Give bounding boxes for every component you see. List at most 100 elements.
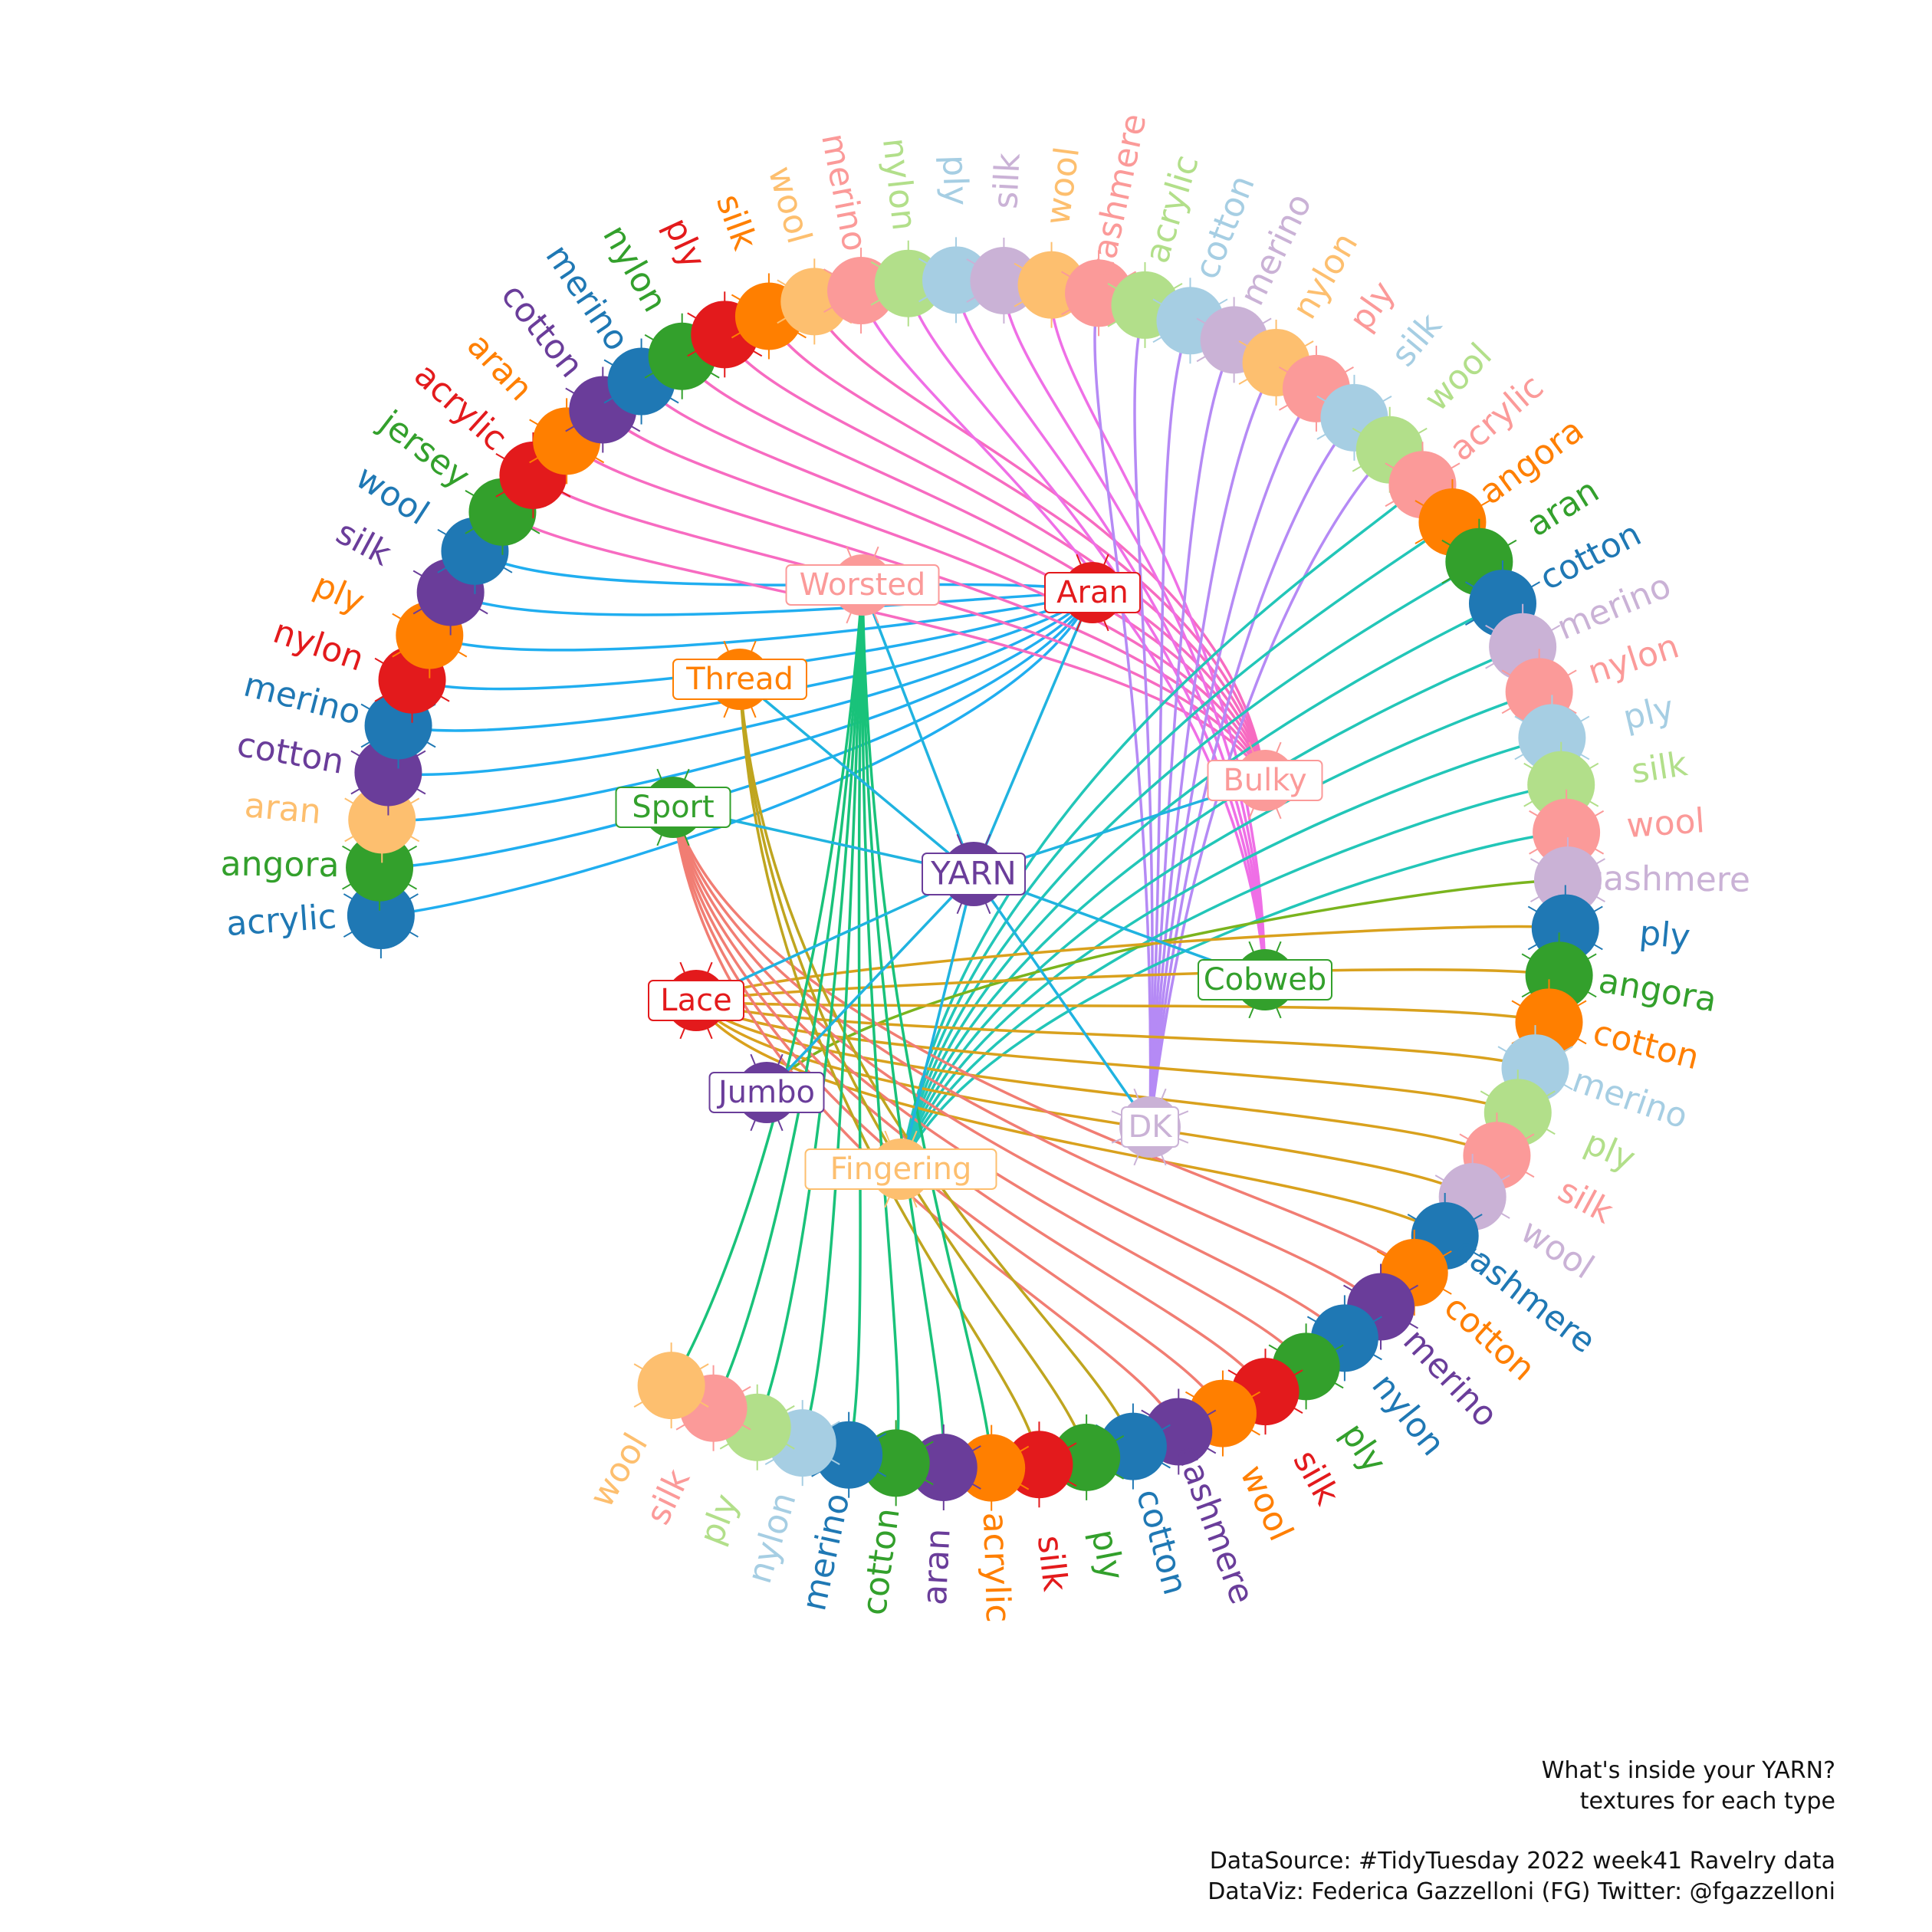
edge-fingering-silk — [899, 783, 1562, 1170]
edge-worsted-ply — [756, 584, 864, 1428]
texture-label-ply: ply — [1342, 274, 1403, 337]
edge-yarn-dk — [972, 872, 1152, 1129]
edge-aran-acrylic — [380, 592, 1094, 917]
texture-node-wool — [633, 1342, 709, 1429]
type-label-box — [804, 1148, 997, 1190]
edge-sport-cotton — [672, 807, 1415, 1274]
texture-label-cotton: cotton — [1589, 1013, 1704, 1077]
texture-label-silk: silk — [1030, 1533, 1075, 1594]
center-label-box — [922, 853, 1026, 895]
texture-label-ply: ply — [1619, 688, 1677, 738]
type-label: DK — [1128, 1109, 1173, 1145]
type-label: Lace — [660, 983, 731, 1018]
texture-label-cashmere: cashmere — [1585, 859, 1751, 899]
texture-label-wool: wool — [1232, 1460, 1300, 1547]
edge-fingering-angora — [899, 521, 1454, 1170]
type-label-box — [1044, 572, 1141, 613]
type-label: Bulky — [1223, 763, 1306, 798]
type-node-aran: Aran — [1044, 554, 1141, 632]
edge-fingering-merino — [899, 646, 1523, 1170]
texture-label-ply: ply — [935, 154, 975, 206]
edge-fingering-cotton — [899, 602, 1503, 1170]
edge-yarn-jumbo — [765, 872, 975, 1094]
edge-sport-merino — [672, 807, 1382, 1308]
type-label: Fingering — [830, 1152, 972, 1187]
type-label: Thread — [685, 662, 794, 697]
edge-bulky-ply — [723, 334, 1267, 781]
edge-cobweb-ply — [955, 280, 1267, 981]
texture-node-circle — [347, 882, 415, 950]
edge-fingering-wool — [899, 830, 1567, 1170]
edge-bulky-wool — [813, 301, 1267, 781]
type-node-dk: DK — [1111, 1088, 1189, 1166]
texture-label-nylon: nylon — [740, 1488, 804, 1589]
type-label-box — [708, 1072, 825, 1113]
texture-label-ply: ply — [1579, 1122, 1641, 1178]
texture-nodes — [342, 237, 1605, 1511]
type-node-bulky: Bulky — [1207, 741, 1323, 820]
edge-dk-merino — [1148, 339, 1236, 1128]
type-label: Jumbo — [716, 1075, 815, 1110]
edge-lace-cotton — [695, 999, 1549, 1024]
type-label: Worsted — [800, 567, 926, 603]
texture-label-wool: wool — [761, 162, 819, 248]
edge-bulky-merino — [640, 380, 1267, 781]
type-node-lace: Lace — [648, 961, 744, 1040]
edge-yarn-worsted — [861, 584, 975, 875]
edge-cobweb-merino — [859, 290, 1267, 981]
texture-label-silk: silk — [1552, 1171, 1620, 1232]
type-label: Aran — [1056, 575, 1129, 610]
type-node-worsted: Worsted — [785, 546, 940, 624]
texture-node-wool — [1529, 789, 1605, 876]
texture-label-cotton: cotton — [1129, 1485, 1195, 1599]
texture-label-nylon: nylon — [875, 136, 924, 232]
type-nodes: Aran Bulky Cobweb DK Fingering Jumbo Lace Sport… — [615, 546, 1332, 1208]
texture-label-nylon: nylon — [1583, 626, 1684, 692]
type-node-fingering: Fingering — [804, 1130, 997, 1208]
texture-node-acrylic — [343, 872, 419, 959]
type-node-thread: Thread — [672, 640, 807, 718]
type-label: Cobweb — [1204, 962, 1327, 997]
edge-cobweb-nylon — [907, 283, 1267, 981]
caption-author: DataViz: Federica Gazzelloni (FG) Twitte… — [1208, 1878, 1835, 1905]
edge-bulky-jersey — [501, 511, 1267, 781]
center-label: YARN — [930, 855, 1017, 892]
edge-dk-nylon — [1148, 362, 1278, 1128]
edge-lace-wool — [695, 999, 1474, 1198]
edge-fingering-acrylic — [899, 483, 1424, 1170]
type-label-box — [1207, 760, 1323, 801]
texture-label-merino: merino — [794, 1490, 857, 1614]
type-node-jumbo: Jumbo — [708, 1053, 825, 1132]
texture-label-nylon: nylon — [268, 612, 369, 679]
texture-label-silk: silk — [1285, 1444, 1346, 1512]
texture-label-ply: ply — [308, 565, 370, 621]
type-label-box — [1121, 1106, 1179, 1148]
edge-lace-ply — [695, 925, 1566, 1002]
texture-label-silk: silk — [1629, 744, 1691, 791]
edge-lace-ply — [695, 999, 1519, 1114]
caption-title: What's inside your YARN? textures for ea… — [1542, 1756, 1835, 1817]
texture-label-angora: angora — [220, 844, 339, 885]
type-label-box — [648, 980, 744, 1021]
edge-lace-merino — [695, 999, 1536, 1070]
texture-label-ply: ply — [656, 212, 713, 274]
type-label-box — [785, 564, 940, 606]
texture-label-silk: silk — [330, 513, 398, 574]
edge-sport-nylon — [672, 807, 1346, 1339]
texture-node-circle — [637, 1352, 705, 1420]
edge-yarn-aran — [972, 592, 1094, 875]
edge-cobweb-wool — [1049, 284, 1267, 981]
texture-node-cashmere — [1530, 837, 1605, 924]
texture-label-wool: wool — [1038, 145, 1087, 228]
edge-bulky-acrylic — [532, 474, 1267, 781]
type-label-box — [672, 659, 807, 700]
type-label: Sport — [632, 790, 714, 825]
texture-label-ply: ply — [692, 1489, 747, 1550]
edge-worsted-silk — [711, 584, 864, 1409]
edge-aran-wool — [474, 550, 1093, 594]
texture-node-circle — [1533, 798, 1601, 866]
texture-label-silk: silk — [639, 1463, 698, 1530]
caption-credit: DataSource: #TidyTuesday 2022 week41 Rav… — [1208, 1846, 1835, 1907]
texture-label-angora: angora — [1596, 961, 1720, 1020]
